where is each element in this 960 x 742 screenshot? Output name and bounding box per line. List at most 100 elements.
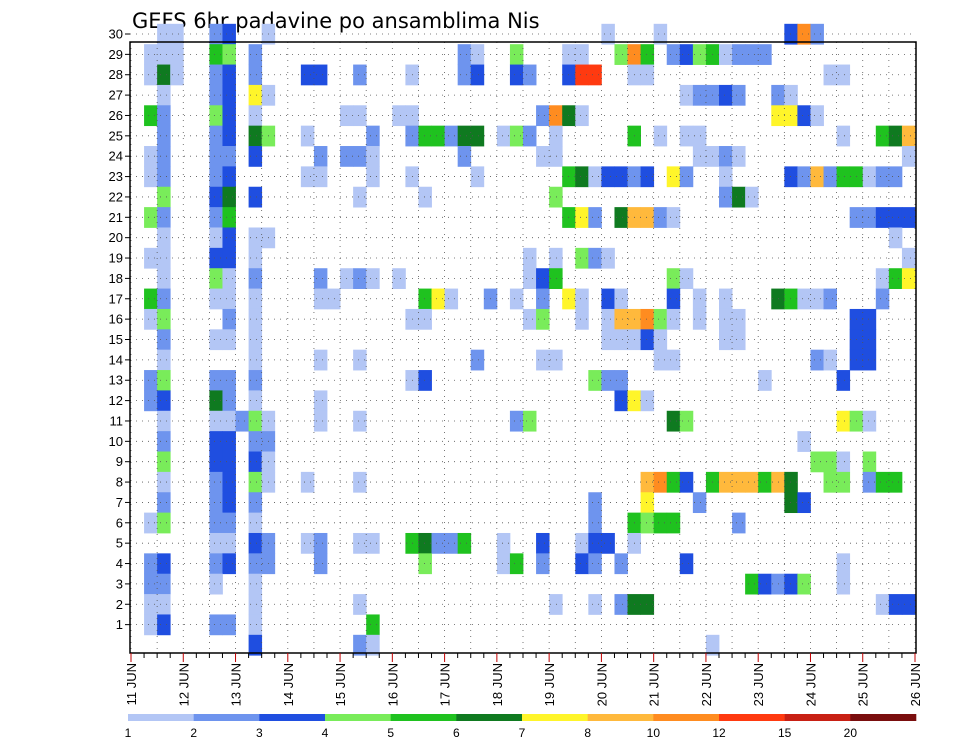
heatmap-cell bbox=[719, 146, 733, 167]
heatmap-cell bbox=[888, 594, 903, 615]
heatmap-cell bbox=[353, 532, 367, 554]
heatmap-cell bbox=[157, 146, 171, 167]
heatmap-cell bbox=[823, 471, 837, 493]
heatmap-cell bbox=[353, 594, 367, 615]
heatmap-cell bbox=[248, 84, 263, 106]
colorbar-swatch bbox=[259, 714, 326, 721]
heatmap-cell bbox=[300, 532, 315, 554]
heatmap-cell bbox=[745, 471, 759, 493]
heatmap-cell bbox=[157, 84, 171, 106]
heatmap-cell bbox=[692, 84, 707, 106]
heatmap-cell bbox=[144, 614, 158, 636]
heatmap-cell bbox=[888, 207, 903, 228]
heatmap-cell bbox=[732, 186, 746, 208]
heatmap-cell bbox=[222, 166, 236, 188]
heatmap-cell bbox=[536, 553, 550, 575]
heatmap-cell bbox=[719, 44, 733, 65]
heatmap-cell bbox=[836, 125, 851, 147]
heatmap-cell bbox=[222, 329, 236, 351]
heatmap-cell bbox=[823, 349, 837, 371]
heatmap-cell bbox=[836, 166, 851, 188]
heatmap-cell bbox=[823, 166, 837, 188]
heatmap-cell bbox=[157, 451, 171, 473]
x-tick-label: 13 JUN bbox=[229, 663, 244, 706]
heatmap-cell bbox=[496, 532, 511, 554]
y-axis-ticks: 1234567891011121314151617181920212223242… bbox=[109, 27, 130, 632]
heatmap-cell bbox=[784, 288, 798, 310]
colorbar-label: 1 bbox=[125, 726, 132, 740]
chart-title: GEFS 6hr padavine po ansamblima Nis bbox=[132, 9, 540, 33]
heatmap-cell bbox=[588, 492, 602, 514]
heatmap-cell bbox=[392, 105, 406, 127]
x-tick-label: 24 JUN bbox=[803, 663, 818, 706]
heatmap-cell bbox=[888, 471, 903, 493]
heatmap-cell bbox=[575, 166, 589, 188]
heatmap-cell bbox=[653, 329, 668, 351]
heatmap-cell bbox=[549, 125, 563, 147]
heatmap-cell bbox=[313, 410, 328, 432]
heatmap-cell bbox=[300, 125, 315, 147]
heatmap-cell bbox=[418, 125, 432, 147]
heatmap-cell bbox=[157, 44, 171, 65]
heatmap-cell bbox=[209, 125, 223, 147]
heatmap-cell bbox=[222, 186, 236, 208]
heatmap-cell bbox=[248, 390, 263, 412]
x-axis-ticks: 11 JUN 12 JUN 13 JUN 14 JUN 15 JUN 16 JUN 17 J… bbox=[124, 653, 923, 706]
heatmap-cell bbox=[366, 268, 380, 289]
heatmap-cell bbox=[470, 349, 485, 371]
colorbar-swatch bbox=[390, 714, 457, 721]
heatmap-cell bbox=[222, 247, 236, 269]
heatmap-cell bbox=[601, 23, 615, 45]
heatmap-cell bbox=[144, 44, 158, 65]
heatmap-cell bbox=[523, 308, 537, 330]
heatmap-cell bbox=[653, 207, 668, 228]
heatmap-cell bbox=[248, 44, 263, 65]
heatmap-cell bbox=[248, 594, 263, 615]
heatmap-cell bbox=[810, 349, 824, 371]
y-tick-label: 12 bbox=[109, 393, 123, 408]
colorbar-swatch bbox=[784, 714, 851, 721]
heatmap-cell bbox=[248, 532, 263, 554]
heatmap-cell bbox=[575, 308, 589, 330]
heatmap-cell bbox=[549, 105, 563, 127]
heatmap-cell bbox=[313, 288, 328, 310]
heatmap-cell bbox=[575, 105, 589, 127]
y-tick-label: 8 bbox=[116, 475, 123, 490]
heatmap-cell bbox=[209, 492, 223, 514]
colorbar-label: 5 bbox=[387, 726, 394, 740]
heatmap-cell bbox=[640, 308, 655, 330]
heatmap-cell bbox=[679, 553, 694, 575]
heatmap-cell bbox=[614, 207, 628, 228]
heatmap-cell bbox=[222, 268, 236, 289]
heatmap-cell bbox=[784, 166, 798, 188]
heatmap-cell bbox=[157, 247, 171, 269]
colorbar-label: 2 bbox=[190, 726, 197, 740]
heatmap-cell bbox=[209, 247, 223, 269]
heatmap-cell bbox=[523, 247, 537, 269]
heatmap-cell bbox=[614, 166, 628, 188]
heatmap-cell bbox=[640, 512, 655, 534]
heatmap-cell bbox=[509, 288, 524, 310]
heatmap-cell bbox=[875, 594, 890, 615]
heatmap-cell bbox=[758, 44, 772, 65]
heatmap-cell bbox=[745, 573, 759, 595]
heatmap-cell bbox=[666, 268, 681, 289]
heatmap-cell bbox=[444, 288, 459, 310]
heatmap-cell bbox=[157, 207, 171, 228]
heatmap-cell bbox=[222, 23, 236, 45]
colorbar-legend: 1 2 3 4 5 6 7 8 10 12 15 20 bbox=[125, 714, 917, 740]
heatmap-cell bbox=[157, 64, 171, 86]
heatmap-cell bbox=[170, 44, 184, 65]
heatmap-cell bbox=[784, 471, 798, 493]
heatmap-cell bbox=[901, 146, 916, 167]
colorbar-label: 6 bbox=[453, 726, 460, 740]
heatmap-cell bbox=[745, 44, 759, 65]
y-tick-label: 15 bbox=[109, 332, 123, 347]
heatmap-cell bbox=[209, 471, 223, 493]
heatmap-cells bbox=[144, 23, 916, 656]
heatmap-cell bbox=[209, 410, 223, 432]
heatmap-cell bbox=[875, 268, 890, 289]
colorbar-label: 10 bbox=[647, 726, 661, 740]
heatmap-cell bbox=[313, 532, 328, 554]
heatmap-cell bbox=[300, 166, 315, 188]
